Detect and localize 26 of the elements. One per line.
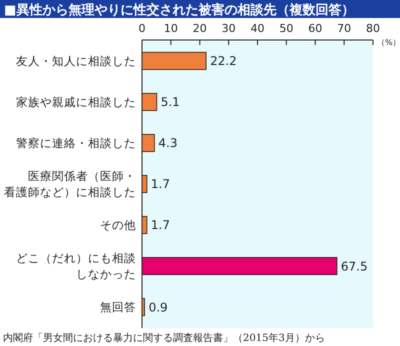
data-label: 67.5	[340, 259, 368, 274]
y-tick-label: 警察に連絡・相談した	[16, 136, 136, 150]
x-tick-label: 10	[164, 22, 178, 35]
data-label: 1.7	[150, 177, 170, 192]
y-tick-label: どこ（だれ）にも相談しなかった	[16, 251, 136, 282]
x-tick-label: 80	[366, 22, 380, 35]
x-tick-label: 60	[308, 22, 322, 35]
x-tick-label: 40	[250, 22, 264, 35]
data-label: 5.1	[160, 95, 180, 110]
x-tick-label: 0	[138, 22, 146, 35]
x-tick-label: 30	[222, 22, 236, 35]
x-tick-label: 70	[337, 22, 352, 35]
y-tick-label: その他	[100, 218, 136, 232]
data-label: 0.9	[148, 300, 168, 314]
x-axis-title: （%）	[377, 38, 400, 47]
y-tick-label: 家族や親戚に相談した	[16, 94, 136, 109]
data-label: 22.2	[210, 54, 237, 68]
y-tick-label: 友人・知人に相談した	[16, 54, 136, 68]
x-tick-label: 20	[192, 22, 207, 35]
data-label: 4.3	[158, 136, 178, 150]
text: 内閣府「男女間における暴力に関する調査報告書」（2015年3月）から	[3, 332, 325, 344]
chart-title: ■異性から無理やりに性交された被害の相談先（複数回答）	[4, 2, 354, 18]
y-tick-label: 医療関係者（医師・看護師など）に相談した	[4, 169, 136, 200]
x-tick-label: 50	[279, 22, 294, 35]
data-label: 1.7	[150, 218, 170, 232]
y-tick-label: 無回答	[100, 300, 136, 314]
